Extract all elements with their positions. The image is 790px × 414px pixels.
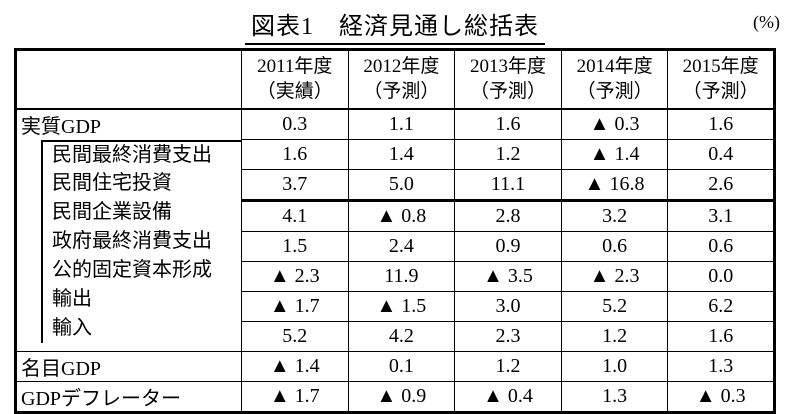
cell-value: 1.6: [241, 139, 349, 171]
cell-value: 2.6: [667, 169, 775, 203]
cell-value: 11.1: [454, 169, 562, 203]
table-row-nominal-gdp: 名目GDP ▲ 1.4 0.1 1.2 1.0 1.3: [15, 351, 775, 383]
cell-value: ▲ 1.7: [241, 291, 349, 323]
cell-value: 1.4: [347, 139, 456, 171]
cell-value: 11.9: [347, 261, 456, 293]
row-label: 輸入: [52, 316, 92, 339]
cell-value: 0.6: [667, 231, 775, 263]
cell-value: 2.8: [454, 200, 562, 233]
table-row-capex: 4.1 ▲ 0.8 2.8 3.2 3.1: [16, 200, 775, 233]
sub-items-cell: 民間最終消費支出 民間住宅投資 民間企業設備 政府最終消費支出 公的固定資本形成…: [15, 139, 242, 353]
cell-value: 1.6: [667, 108, 775, 141]
cell-value: 2.4: [347, 231, 456, 263]
cell-value: 5.2: [241, 321, 349, 353]
cell-value: ▲ 1.7: [241, 381, 349, 414]
row-label: 民間企業設備: [52, 200, 172, 223]
row-label: 公的固定資本形成: [52, 258, 212, 281]
cell-value: 1.6: [667, 321, 775, 353]
cell-value: 1.2: [560, 321, 669, 353]
cell-value: 2.3: [454, 321, 562, 353]
cell-value: 1.3: [667, 351, 775, 383]
table-row-housing: 3.7 5.0 11.1 ▲ 16.8 2.6: [16, 169, 775, 203]
header-status: （実績）: [256, 81, 333, 103]
cell-value: ▲ 16.8: [560, 169, 669, 203]
cell-value: 4.1: [241, 200, 349, 233]
cell-value: ▲ 1.4: [560, 139, 669, 171]
header-col-2013: 2013年度 （予測）: [454, 49, 562, 111]
page-title: 図表1 経済見通し総括表: [245, 6, 545, 45]
cell-value: 3.7: [241, 169, 349, 203]
table-row-govt-consumption: 1.5 2.4 0.9 0.6 0.6: [16, 231, 775, 263]
row-label: 政府最終消費支出: [52, 229, 212, 252]
cell-value: 0.3: [241, 108, 349, 141]
header-col-2015: 2015年度 （予測）: [667, 49, 775, 111]
cell-value: 1.3: [560, 381, 669, 414]
cell-value: ▲ 0.8: [347, 200, 456, 233]
header-year: 2011年度: [257, 56, 333, 77]
cell-value: 5.2: [560, 291, 669, 323]
row-label: GDPデフレーター: [15, 381, 242, 414]
table-row-consumption: 民間最終消費支出 民間住宅投資 民間企業設備 政府最終消費支出 公的固定資本形成…: [15, 139, 775, 353]
row-label: 民間最終消費支出: [52, 143, 212, 166]
row-label: 民間住宅投資: [52, 171, 172, 194]
cell-value: ▲ 0.3: [667, 381, 775, 414]
header-col-2012: 2012年度 （予測）: [347, 49, 456, 111]
table-row-gdp-deflator: GDPデフレーター ▲ 1.7 ▲ 0.9 ▲ 0.4 1.3 ▲ 0.3: [15, 381, 775, 414]
cell-value: ▲ 1.5: [347, 291, 456, 323]
header-row: 2011年度 （実績） 2012年度 （予測） 2013年度 （予測） 2014…: [15, 49, 775, 111]
header-year: 2015年度: [682, 56, 759, 77]
header-status: （予測）: [469, 81, 546, 103]
cell-value: 0.0: [667, 261, 775, 293]
cell-value: 6.2: [667, 291, 775, 323]
unit-note: (%): [753, 12, 780, 32]
cell-value: 1.1: [347, 108, 456, 141]
cell-value: 1.5: [241, 231, 349, 263]
cell-value: 1.0: [560, 351, 669, 383]
table-row-real-gdp: 実質GDP 0.3 1.1 1.6 ▲ 0.3 1.6: [15, 108, 775, 141]
cell-value: 3.1: [667, 200, 775, 233]
header-year: 2012年度: [363, 56, 440, 77]
sub-items-box: 民間最終消費支出 民間住宅投資 民間企業設備 政府最終消費支出 公的固定資本形成…: [41, 139, 241, 343]
cell-value: 1.2: [454, 139, 562, 171]
cell-value: 0.9: [454, 231, 562, 263]
cell-value: 0.4: [667, 139, 775, 171]
header-blank-cell: [15, 49, 242, 111]
header-status: （予測）: [576, 81, 653, 103]
cell-value: ▲ 0.3: [560, 108, 669, 141]
cell-value: 3.2: [560, 200, 669, 233]
row-label: 実質GDP: [15, 108, 242, 140]
forecast-table: 2011年度 （実績） 2012年度 （予測） 2013年度 （予測） 2014…: [14, 48, 776, 414]
header-col-2014: 2014年度 （予測）: [560, 49, 669, 111]
title-band: 図表1 経済見通し総括表: [0, 6, 790, 45]
table-row-imports: 5.2 4.2 2.3 1.2 1.6: [16, 321, 775, 353]
cell-value: ▲ 2.3: [241, 261, 349, 293]
cell-value: ▲ 0.4: [454, 381, 562, 414]
cell-value: 5.0: [347, 169, 456, 203]
row-label: 名目GDP: [15, 351, 242, 383]
cell-value: 1.6: [454, 108, 562, 141]
header-status: （予測）: [682, 81, 759, 103]
cell-value: ▲ 2.3: [560, 261, 669, 293]
cell-value: 0.1: [347, 351, 456, 383]
header-year: 2014年度: [576, 56, 653, 77]
cell-value: 0.6: [560, 231, 669, 263]
cell-value: 3.0: [454, 291, 562, 323]
cell-value: ▲ 0.9: [347, 381, 456, 414]
cell-value: ▲ 3.5: [454, 261, 562, 293]
table-row-public-investment: ▲ 2.3 11.9 ▲ 3.5 ▲ 2.3 0.0: [16, 261, 775, 293]
header-year: 2013年度: [469, 56, 546, 77]
header-status: （予測）: [363, 81, 440, 103]
cell-value: 4.2: [347, 321, 456, 353]
header-col-2011: 2011年度 （実績）: [241, 49, 349, 111]
cell-value: ▲ 1.4: [241, 351, 349, 383]
cell-value: 1.2: [454, 351, 562, 383]
table-row-exports: ▲ 1.7 ▲ 1.5 3.0 5.2 6.2: [16, 291, 775, 323]
row-label: 輸出: [52, 287, 92, 310]
